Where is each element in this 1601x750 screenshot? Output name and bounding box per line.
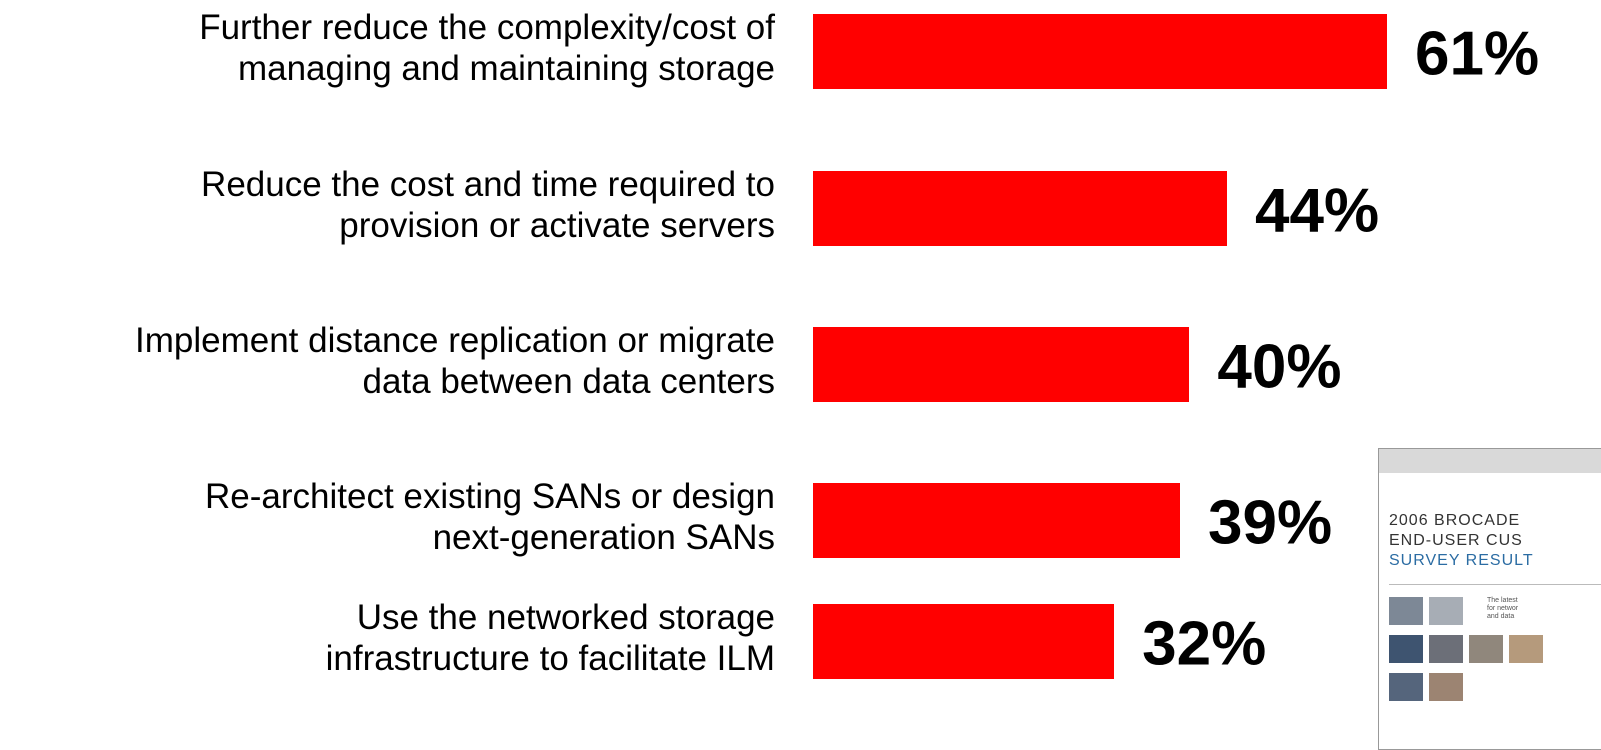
thumbnail-title-line: 2006 BROCADE [1389,512,1521,529]
report-thumbnail: 2006 BROCADE END-USER CUS SURVEY RESULT … [1378,448,1601,750]
value-label: 32% [1142,609,1267,678]
bar [813,604,1115,679]
thumbnail-blurb-line: The latest [1487,597,1518,604]
category-label: Use the networked storage infrastructure… [325,597,775,678]
category-label: Implement distance replication or migrat… [134,320,775,401]
bar [813,14,1387,89]
thumbnail-title-line: END-USER CUS [1389,532,1523,549]
value-label: 61% [1415,19,1540,88]
category-label: Further reduce the complexity/cost of ma… [199,7,775,88]
thumbnail-rule [1389,584,1601,585]
thumbnail-blurb-line: and data [1487,613,1515,620]
thumbnail-photo [1389,635,1423,663]
thumbnail-title-line: SURVEY RESULT [1389,552,1534,569]
thumbnail-blurb: The latest for networ and data [1487,597,1518,621]
bar [813,171,1228,246]
value-label: 44% [1255,176,1380,245]
bar [813,483,1180,558]
thumbnail-photo [1429,673,1463,701]
category-label: Re-architect existing SANs or design nex… [205,476,775,557]
thumbnail-blurb-line: for networ [1487,605,1519,612]
category-label: Reduce the cost and time required to pro… [201,164,775,245]
thumbnail-photo [1389,597,1423,625]
thumbnail-title: 2006 BROCADE END-USER CUS SURVEY RESULT [1389,511,1534,571]
thumbnail-photo [1429,635,1463,663]
thumbnail-photo [1509,635,1543,663]
value-label: 40% [1217,332,1342,401]
page: Further reduce the complexity/cost of ma… [134,7,1601,750]
bar [813,327,1190,402]
thumbnail-photo [1389,673,1423,701]
thumbnail-photo [1429,597,1463,625]
thumbnail-photo [1469,635,1503,663]
value-label: 39% [1207,488,1333,557]
thumbnail-header-band [1379,449,1601,473]
